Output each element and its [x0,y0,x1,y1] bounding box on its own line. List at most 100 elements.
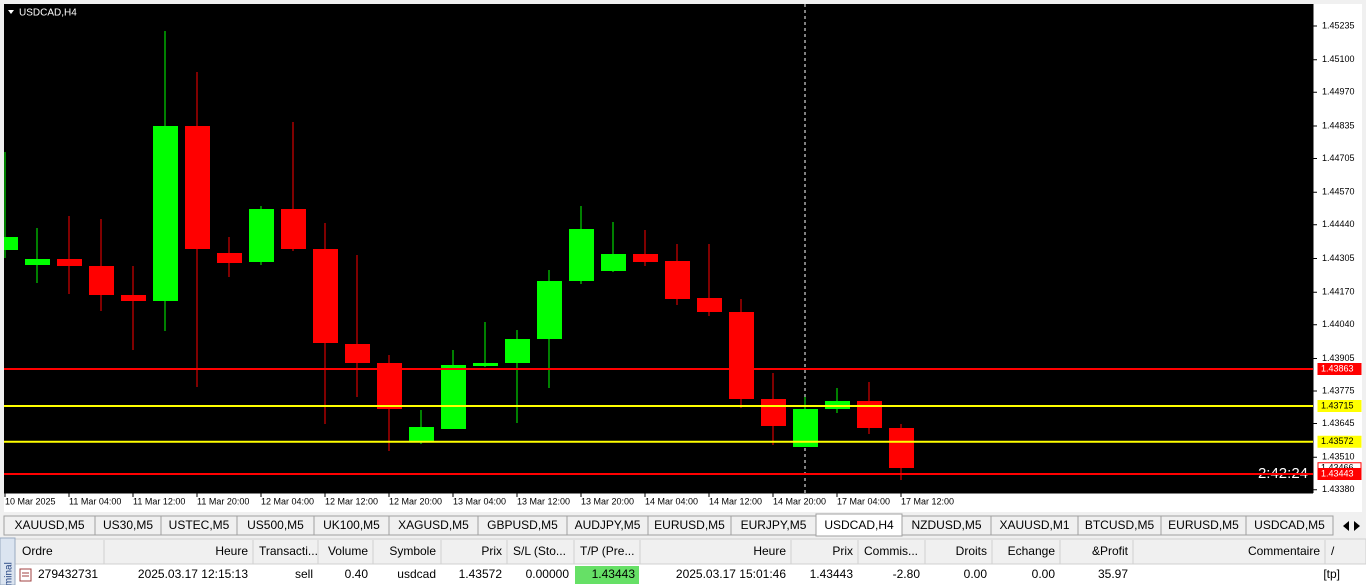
column-header[interactable]: S/L (Sto... [513,544,566,558]
candle-body [633,254,658,262]
tab-label[interactable]: US30,M5 [103,518,153,532]
column-header[interactable]: Commentaire [1248,544,1320,558]
table-cell: 0.00000 [526,567,570,581]
candle-body [441,365,466,429]
y-tick-label: 1.44570 [1322,187,1355,197]
plot-area [4,4,1313,493]
tab[interactable] [1245,515,1334,536]
candle-body [377,363,402,409]
table-cell: 279432731 [38,567,98,581]
x-tick-label: 13 Mar 12:00 [517,496,570,506]
column-header[interactable]: Volume [328,544,368,558]
tab-label[interactable]: XAUUSD,M1 [999,518,1069,532]
candle-body [153,126,178,301]
chart-menu-arrow[interactable] [8,10,14,14]
tab-label[interactable]: AUDJPY,M5 [575,518,641,532]
x-tick-label: 17 Mar 04:00 [837,496,890,506]
column-header[interactable]: Echange [1008,544,1056,558]
tab-label[interactable]: GBPUSD,M5 [487,518,558,532]
table-cell: 2025.03.17 15:01:46 [676,567,786,581]
tab-label[interactable]: USDCAD,H4 [824,518,894,532]
candle-body [25,259,50,265]
x-tick-label: 12 Mar 12:00 [325,496,378,506]
column-header[interactable]: Commis... [864,544,918,558]
candle-body [4,237,18,250]
candle-body [697,298,722,312]
table-cell: 2025.03.17 12:15:13 [138,567,248,581]
tab-label[interactable]: XAGUSD,M5 [398,518,469,532]
table-cell: 35.97 [1098,567,1128,581]
tab-label[interactable]: EURUSD,M5 [654,518,725,532]
y-tick-label: 1.43905 [1322,353,1355,363]
y-tick-label: 1.44835 [1322,120,1355,130]
x-tick-label: 13 Mar 04:00 [453,496,506,506]
column-header[interactable]: / [1331,544,1335,558]
y-tick-label: 1.45100 [1322,54,1355,64]
x-tick-label: 12 Mar 20:00 [389,496,442,506]
column-header[interactable]: Droits [956,544,987,558]
candle-body [313,249,338,343]
column-header[interactable]: Prix [481,544,502,558]
tab-label[interactable]: EURJPY,M5 [741,518,807,532]
candle-body [537,281,562,339]
y-tick-label: 1.44040 [1322,319,1355,329]
tab-label[interactable]: XAUUSD,M5 [14,518,84,532]
candle-body [409,427,434,442]
y-tick-label: 1.43645 [1322,418,1355,428]
column-header[interactable]: Symbole [389,544,436,558]
price-level-label: 1.43443 [1321,468,1354,478]
x-tick-label: 14 Mar 12:00 [709,496,762,506]
price-level-box [1317,363,1362,375]
tab-label[interactable]: EURUSD,M5 [1168,518,1239,532]
candle-body [281,209,306,249]
price-level-box [1317,400,1362,412]
tab-label[interactable]: BTCUSD,M5 [1085,518,1155,532]
tab-scroll-right[interactable] [1354,521,1360,531]
table-cell: 1.43443 [592,567,636,581]
order-icon [19,568,32,582]
price-level-box [1317,468,1362,480]
candle-body [249,209,274,262]
terminal-strip [0,537,16,585]
table-header [14,538,1366,565]
tab-label[interactable]: USTEC,M5 [169,518,230,532]
y-tick-label: 1.45235 [1322,20,1355,30]
price-level-box [1317,435,1362,448]
tab-label[interactable]: NZDUSD,M5 [911,518,981,532]
column-header[interactable]: Prix [832,544,853,558]
price-level-label: 1.43466 [1321,463,1354,473]
tp-cell-highlight [575,566,639,584]
candle-body [793,409,818,447]
column-header[interactable]: Heure [215,544,248,558]
table-cell: -2.80 [893,567,921,581]
column-header[interactable]: Ordre [22,544,53,558]
candle-body [665,261,690,299]
tab-scroll-left[interactable] [1343,521,1349,531]
tab-label[interactable]: US500,M5 [247,518,304,532]
x-tick-label: 11 Mar 12:00 [133,496,185,506]
x-tick-label: 12 Mar 04:00 [261,496,314,506]
column-header[interactable]: T/P (Pre... [580,544,634,558]
column-header[interactable]: Transacti... [259,544,318,558]
terminal-label: Terminal [4,562,15,585]
y-tick-label: 1.44440 [1322,219,1355,229]
candle-body [569,229,594,281]
table-cell: 0.40 [345,567,369,581]
tab-label[interactable]: UK100,M5 [323,518,380,532]
tab-label[interactable]: USDCAD,M5 [1254,518,1325,532]
candle-body [761,399,786,426]
candle-body [121,295,146,301]
y-tick-label: 1.44970 [1322,87,1355,97]
candle-body [57,259,82,266]
column-header[interactable]: Heure [753,544,786,558]
column-header[interactable]: &Profit [1092,544,1129,558]
candle-body [345,344,370,363]
table-cell: 1.43443 [810,567,854,581]
candle-body [473,363,498,366]
y-tick-label: 1.44170 [1322,287,1355,297]
price-level-label: 1.43863 [1321,363,1354,373]
table-cell: [tp] [1323,567,1340,581]
price-level-label: 1.43572 [1321,436,1354,446]
candle-body [505,339,530,363]
